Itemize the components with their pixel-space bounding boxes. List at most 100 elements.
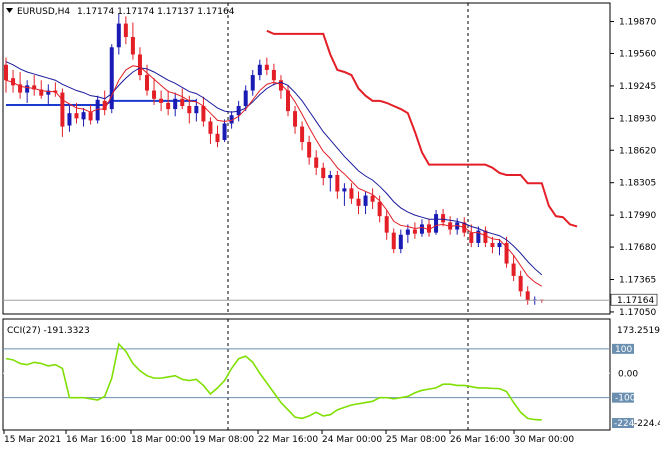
candle	[307, 135, 312, 165]
candle-body	[39, 89, 44, 96]
time-tick-label: 15 Mar 2021	[4, 435, 61, 445]
candle-body	[32, 85, 37, 90]
candle	[4, 57, 8, 93]
period-separators	[227, 3, 469, 314]
candle-body	[264, 64, 269, 70]
price-tick-label: 1.18930	[619, 114, 656, 124]
candle-body	[476, 230, 481, 243]
candle-body	[229, 115, 234, 124]
cci-panel-frame	[2, 318, 611, 431]
candle	[67, 105, 72, 132]
candle	[159, 90, 164, 112]
cci-current-badge-bg	[612, 418, 634, 428]
candle-body	[166, 102, 171, 110]
candle	[300, 121, 305, 151]
price-panel-frame	[2, 2, 611, 315]
candle-body	[427, 224, 431, 233]
cci-level-label: -100	[615, 394, 636, 404]
price-axis[interactable]: 1.19870 1.19560 1.19245 1.18930 1.18620 1.183…	[610, 18, 658, 318]
candle-body	[137, 54, 142, 76]
candle-body	[370, 195, 375, 202]
candle-body	[356, 198, 361, 206]
candle-body	[314, 157, 319, 168]
candle	[497, 238, 502, 256]
candle	[363, 191, 368, 215]
candle-body	[25, 85, 30, 93]
candle	[180, 88, 185, 110]
candle-body	[201, 105, 206, 122]
candle	[173, 92, 178, 117]
candle-body	[60, 92, 65, 127]
cci-title: CCI(27) -191.3323	[7, 326, 90, 336]
time-tick-label: 25 Mar 08:00	[386, 435, 446, 445]
candle	[250, 69, 255, 96]
candle	[257, 59, 262, 81]
candle	[116, 13, 121, 55]
candle-body	[434, 214, 439, 233]
candle	[81, 108, 86, 127]
cci-level-label: 0.00	[618, 369, 638, 379]
candle-body	[384, 216, 389, 233]
price-tick-label: 1.19870	[619, 18, 656, 28]
cci-line	[5, 342, 542, 421]
candle-body	[398, 234, 403, 250]
candle	[441, 208, 446, 227]
candle	[405, 224, 410, 243]
cci-current-badge-label: -224	[614, 419, 635, 429]
price-tick-label: 1.18620	[619, 146, 656, 156]
price-tick-label: 1.17990	[619, 211, 656, 221]
price-panel[interactable]: EURUSD,H4 1.17174 1.17174 1.17137 1.1716…	[2, 2, 611, 315]
candle-body	[88, 112, 93, 121]
candle	[349, 183, 354, 204]
candle-body	[18, 84, 23, 93]
candle-body	[412, 229, 417, 234]
candle	[102, 90, 107, 116]
candle-body	[109, 47, 114, 110]
time-axis[interactable]: 15 Mar 2021 16 Mar 16:00 18 Mar 00:00 19 Ma…	[3, 430, 574, 445]
candle-body	[81, 112, 86, 120]
candle-body	[257, 64, 262, 76]
chevron-down-icon[interactable]	[6, 8, 13, 13]
candle-body	[250, 75, 255, 91]
candle-body	[116, 23, 121, 48]
cci-level-badge	[612, 343, 634, 354]
candle-body	[222, 123, 227, 140]
candle	[398, 229, 403, 254]
candle	[335, 170, 340, 199]
time-tick-label: 30 Mar 00:00	[514, 435, 574, 445]
time-tick-label: 19 Mar 08:00	[194, 435, 254, 445]
price-tick-label: 1.19560	[619, 49, 656, 59]
candle	[490, 236, 495, 254]
candle	[511, 255, 516, 282]
cci-top-value: 173.2519	[617, 326, 660, 336]
candle-body	[123, 23, 128, 37]
candle-body	[102, 100, 107, 111]
candle	[145, 64, 149, 96]
candle	[314, 150, 319, 175]
candle-body	[180, 98, 185, 106]
candle-body	[307, 142, 312, 158]
candle-body	[335, 174, 340, 192]
candle	[39, 80, 44, 99]
time-tick-label: 18 Mar 00:00	[131, 435, 191, 445]
time-tick-label: 16 Mar 16:00	[66, 435, 126, 445]
candle	[342, 183, 347, 206]
price-tick-label: 1.19245	[619, 82, 656, 92]
candle-body	[194, 105, 199, 114]
candle-body	[377, 201, 382, 217]
candle-body	[243, 90, 248, 106]
candle	[278, 75, 283, 99]
moving-average-lines	[5, 61, 543, 287]
candle	[166, 90, 171, 116]
cci-panel[interactable]: CCI(27) -191.3323 173.2519 100 0.00 -100 -…	[2, 318, 660, 431]
candle	[356, 191, 361, 215]
candle	[469, 224, 474, 248]
header-info: EURUSD,H4 1.17174 1.17174 1.17137 1.1716…	[6, 7, 235, 17]
candle-body	[278, 80, 283, 91]
candle	[88, 104, 93, 125]
candle-body	[4, 64, 8, 81]
cci-level-badge	[612, 392, 634, 403]
candle	[525, 286, 530, 305]
fast-moving-average-line	[5, 65, 543, 287]
